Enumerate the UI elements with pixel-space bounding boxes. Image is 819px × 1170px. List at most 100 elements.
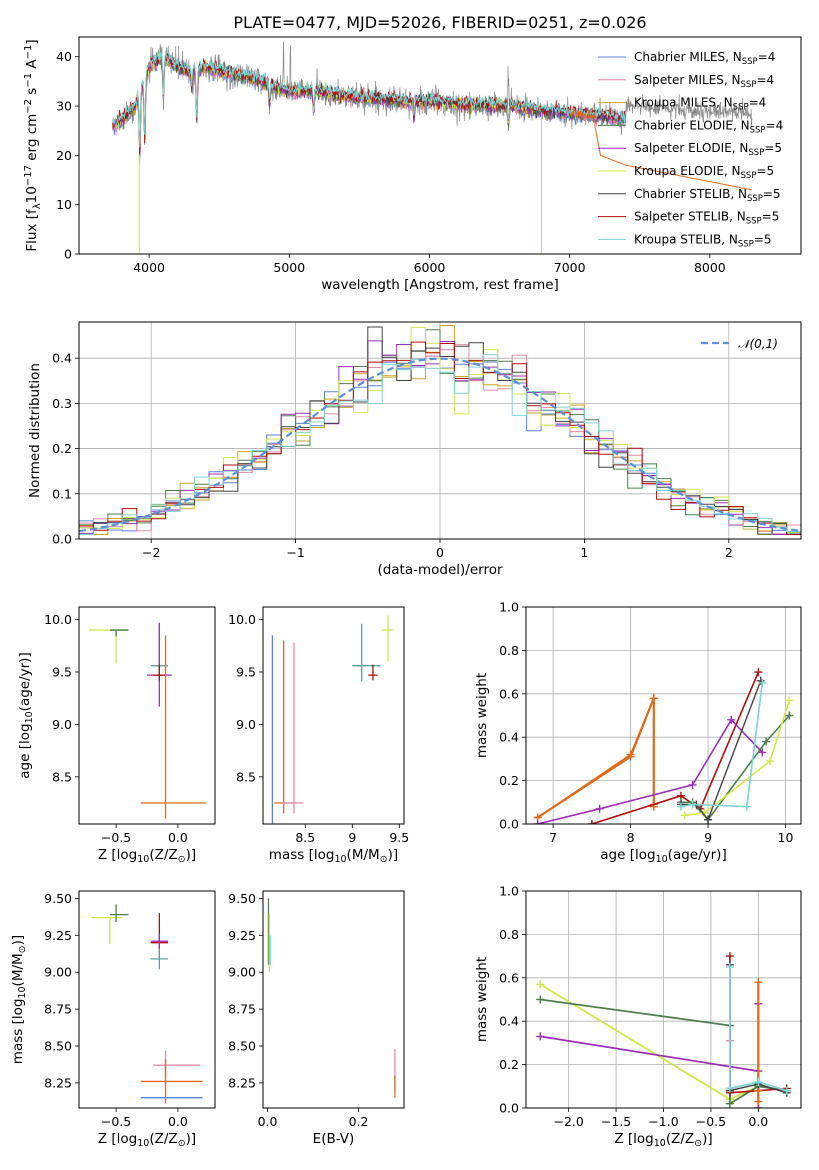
age_vs_mass-errorbars bbox=[271, 615, 393, 824]
massweight_vs_Z-series-2 bbox=[540, 1003, 760, 1108]
massweight_vs_age-ytick-label: 0.2 bbox=[499, 773, 519, 788]
mass_vs_EBV-axes: 0.0 0.2 8.25 8.50 8.75 9.00 9.25 9.50 bbox=[228, 891, 368, 1129]
massweight_vs_Z-ytick-label: 1.0 bbox=[499, 884, 519, 899]
spectrum-ytick-label: 30 bbox=[56, 99, 72, 114]
mass_vs_Z-xlabel: Z [log10(Z/Z⊙)] bbox=[98, 1131, 196, 1149]
spectrum-xtick-label: 8000 bbox=[694, 260, 726, 275]
massweight_vs_Z-series-7 bbox=[729, 967, 788, 1092]
massweight_vs_Z-point bbox=[782, 1086, 791, 1095]
model-spectrum-8 bbox=[112, 49, 626, 148]
massweight_vs_Z-xtick-label: −0.5 bbox=[696, 1114, 726, 1129]
massweight_vs_age-point bbox=[595, 804, 604, 813]
spectrum-axes: 4000 5000 6000 7000 8000 0 10 20 30 40 bbox=[56, 49, 726, 275]
age_vs_Z-xtick-label: 0.0 bbox=[168, 830, 188, 845]
mass_vs_Z-ytick-label: 8.75 bbox=[44, 1002, 72, 1017]
massweight_vs_age-series-2 bbox=[591, 671, 760, 824]
age_vs_mass-xtick-label: 8.5 bbox=[295, 830, 315, 845]
spectrum-ytick-label: 0 bbox=[64, 247, 72, 262]
mass_vs_EBV-xtick-label: 0.0 bbox=[258, 1114, 278, 1129]
massweight_vs_age-point bbox=[727, 715, 736, 724]
age_vs_mass-xtick-label: 9 bbox=[348, 830, 356, 845]
residual-histogram-7 bbox=[79, 341, 801, 535]
massweight_vs_Z-ytick-label: 0.2 bbox=[499, 1057, 519, 1072]
orange-model-tail bbox=[569, 108, 752, 191]
massweight_vs_age-ytick-label: 0.8 bbox=[499, 643, 519, 658]
massweight_vs_Z-xtick-label: −2.0 bbox=[553, 1114, 583, 1129]
massweight_vs_Z-ytick-label: 0.6 bbox=[499, 970, 519, 985]
age_vs_Z-frame bbox=[78, 606, 216, 825]
spectrum-xlabel: wavelength [Angstrom, rest frame] bbox=[321, 277, 559, 293]
mass_vs_EBV-errorbars bbox=[267, 898, 396, 1098]
massweight_vs_age-point bbox=[649, 694, 658, 703]
legend-normal-label: 𝒩(0,1) bbox=[738, 337, 778, 351]
spectrum-legend: Chabrier MILES, NSSP=4 Salpeter MILES, NS… bbox=[598, 50, 783, 249]
residuals-xtick-label: 1 bbox=[580, 545, 588, 560]
mass_vs_Z-xtick-label: 0.0 bbox=[168, 1114, 188, 1129]
massweight_vs_Z-point bbox=[536, 995, 545, 1004]
spectrum-xtick-label: 4000 bbox=[133, 260, 165, 275]
residuals-ytick-label: 0.3 bbox=[52, 396, 72, 411]
massweight_vs_Z-lines bbox=[536, 952, 791, 1108]
massweight_vs_age-xtick-label: 10 bbox=[778, 830, 794, 845]
massweight_vs_age-xlabel: age [log10(age/yr)] bbox=[600, 847, 726, 865]
massweight_vs_age-ytick-label: 0.4 bbox=[499, 730, 519, 745]
massweight_vs_Z-point bbox=[754, 978, 763, 987]
mass_vs_EBV-xlabel: E(B-V) bbox=[313, 1131, 355, 1147]
massweight_vs_age-ytick-label: 0.6 bbox=[499, 686, 519, 701]
model-spectrum-5 bbox=[112, 51, 542, 254]
mass_vs_Z-axes: −0.5 0.0 8.25 8.50 8.75 9.00 9.25 9.50 bbox=[44, 891, 188, 1129]
spectrum-ylabel: Flux [fλ10−17 erg cm−2 s−1 A−1] bbox=[23, 39, 43, 251]
residual-histograms bbox=[79, 325, 801, 535]
massweight_vs_age-point bbox=[754, 668, 763, 677]
massweight_vs_age-axes: 7 8 9 10 0.0 0.2 0.4 0.6 0.8 1.0 bbox=[499, 600, 801, 845]
residuals-ytick-label: 0.0 bbox=[52, 532, 72, 547]
massweight_vs_Z-point bbox=[725, 952, 734, 961]
residuals-xtick-label: −1 bbox=[286, 545, 304, 560]
mass_vs_EBV-ytick-label: 9.25 bbox=[228, 928, 256, 943]
mass_vs_Z-ytick-label: 9.00 bbox=[44, 965, 72, 980]
massweight_vs_Z-xtick-label: −1.5 bbox=[601, 1114, 631, 1129]
residuals-ytick-label: 0.2 bbox=[52, 441, 72, 456]
massweight_vs_age-point bbox=[676, 802, 685, 811]
age_vs_Z-errorbars bbox=[88, 622, 207, 819]
residuals-ytick-label: 0.4 bbox=[52, 351, 72, 366]
age_vs_Z-ytick-label: 9.0 bbox=[52, 717, 72, 732]
data-spectrum bbox=[112, 41, 753, 165]
massweight_vs_age-point bbox=[785, 711, 794, 720]
legend-entry: Chabrier STELIB, NSSP=5 bbox=[634, 187, 781, 204]
residuals-ytick-label: 0.1 bbox=[52, 486, 72, 501]
massweight_vs_age-point bbox=[533, 820, 542, 824]
mass_vs_Z-ytick-label: 8.50 bbox=[44, 1039, 72, 1054]
massweight_vs_Z-xtick-label: 0.0 bbox=[748, 1114, 768, 1129]
massweight_vs_Z-xtick-label: −1.0 bbox=[648, 1114, 678, 1129]
massweight_vs_age-point bbox=[626, 750, 635, 759]
age_vs_mass-xtick-label: 9.5 bbox=[389, 830, 409, 845]
massweight_vs_age-series-3 bbox=[537, 718, 763, 824]
residuals-xtick-label: −2 bbox=[142, 545, 160, 560]
age_vs_mass-ytick-label: 9.5 bbox=[236, 664, 256, 679]
age_vs_mass-frame bbox=[262, 606, 405, 825]
spectrum-xtick-label: 7000 bbox=[554, 260, 586, 275]
massweight_vs_age-ytick-label: 1.0 bbox=[499, 600, 519, 615]
mass_vs_EBV-ytick-label: 9.00 bbox=[228, 965, 256, 980]
massweight_vs_Z-ytick-label: 0.4 bbox=[499, 1014, 519, 1029]
legend-entry: Chabrier ELODIE, NSSP=4 bbox=[634, 118, 783, 135]
massweight_vs_Z-point bbox=[725, 1099, 734, 1108]
massweight_vs_Z-point bbox=[725, 1084, 734, 1093]
massweight_vs_Z-point bbox=[754, 1097, 763, 1106]
mass_vs_Z-errorbars bbox=[91, 904, 203, 1104]
age_vs_Z-ytick-label: 9.5 bbox=[52, 664, 72, 679]
age_vs_Z-ytick-label: 8.5 bbox=[52, 769, 72, 784]
mass_vs_Z-frame bbox=[78, 890, 216, 1109]
massweight_vs_Z-point bbox=[536, 1032, 545, 1041]
mass_vs_EBV-ytick-label: 8.50 bbox=[228, 1039, 256, 1054]
spectrum-ytick-label: 40 bbox=[56, 49, 72, 64]
massweight_vs_age-point bbox=[758, 678, 767, 687]
massweight_vs_age-point bbox=[766, 757, 775, 766]
age_vs_Z-ytick-label: 10.0 bbox=[44, 612, 72, 627]
mass_vs_Z-ylabel: mass [log10(M/M⊙)] bbox=[10, 935, 28, 1064]
legend-entry: Kroupa ELODIE, NSSP=5 bbox=[634, 164, 774, 181]
residuals-axes: −2 −1 0 1 2 0.0 0.1 0.2 0.3 0.4 bbox=[52, 322, 801, 560]
age_vs_mass-axes: 8.5 9 9.5 8.5 9.0 9.5 10.0 bbox=[228, 612, 409, 845]
massweight_vs_age-lines bbox=[533, 668, 794, 824]
